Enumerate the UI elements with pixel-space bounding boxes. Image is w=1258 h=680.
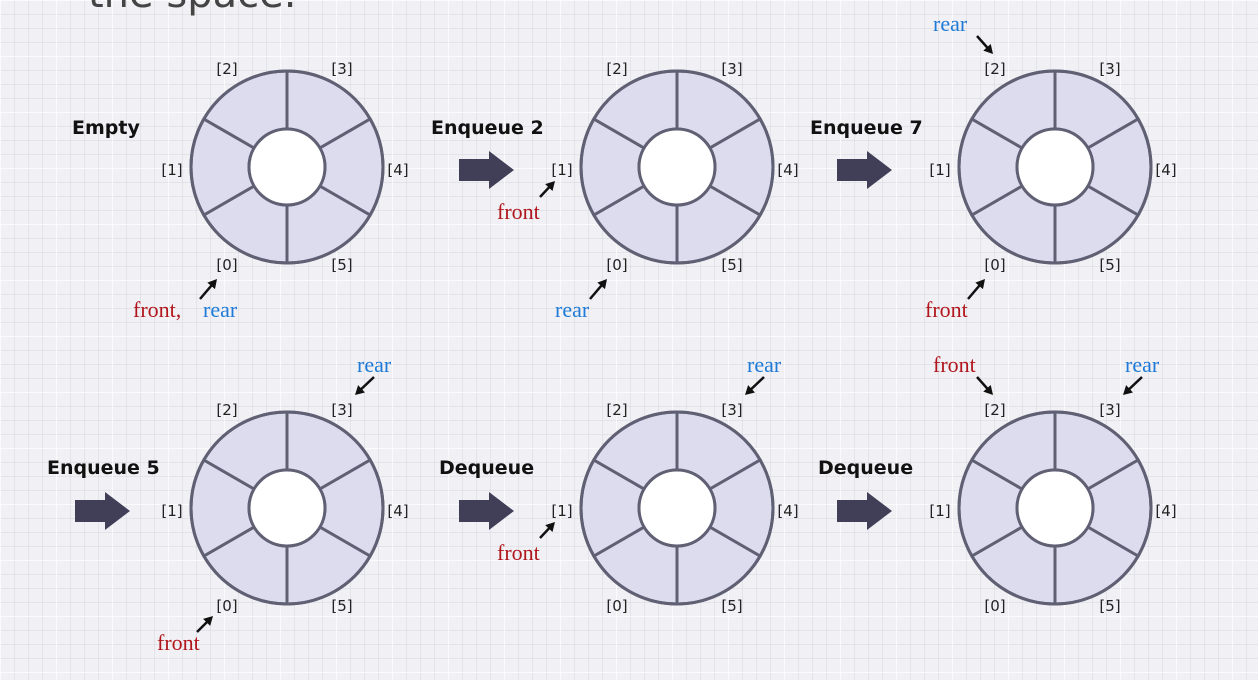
queue-ring: [957, 69, 1153, 265]
slot-index-label: [4]: [387, 502, 408, 520]
pointer-arrow-icon: [976, 35, 990, 51]
pointer-arrow-head: [203, 616, 213, 626]
pointer-arrow-icon: [967, 282, 983, 300]
front-pointer-label: front,: [133, 297, 181, 322]
slot-index-label: [1]: [161, 161, 182, 179]
ring-hub: [247, 468, 327, 548]
pointer-arrow-head: [207, 279, 217, 290]
queue-ring: [957, 410, 1153, 606]
stage-label: Enqueue 7: [810, 117, 923, 139]
ring-hub: [1015, 468, 1095, 548]
slot-index-label: [3]: [331, 60, 352, 78]
slot-index-label: [4]: [387, 161, 408, 179]
slot-index-label: [3]: [721, 401, 742, 419]
flow-arrow-icon: [459, 492, 514, 530]
ring-hub: [637, 468, 717, 548]
slot-index-label: [2]: [216, 401, 237, 419]
slot-index-label: [2]: [606, 401, 627, 419]
pointer-arrow-icon: [589, 282, 605, 300]
rear-pointer-label: rear: [1125, 352, 1160, 377]
slot-index-label: [5]: [331, 256, 352, 274]
slot-index-label: [1]: [929, 502, 950, 520]
ring-hub: [247, 127, 327, 207]
slot-index-label: [4]: [777, 502, 798, 520]
queue-ring: [579, 69, 775, 265]
pointer-arrow-head: [745, 385, 755, 395]
pointer-arrow-icon: [199, 282, 215, 300]
slot-index-label: [0]: [216, 256, 237, 274]
slot-index-label: [3]: [1099, 401, 1120, 419]
stage-label: Dequeue: [439, 457, 534, 479]
flow-arrow-icon: [837, 151, 892, 189]
pointer-arrow-icon: [1126, 376, 1143, 392]
slot-index-label: [0]: [984, 597, 1005, 615]
rear-pointer-label: rear: [203, 297, 238, 322]
ring-hub: [637, 127, 717, 207]
pointer-arrow-icon: [976, 376, 990, 392]
front-pointer-label: front: [497, 540, 540, 565]
stage-label: Empty: [72, 117, 140, 139]
rear-pointer-label: rear: [357, 352, 392, 377]
slide-title: the space.: [88, 0, 296, 18]
front-pointer-label: front: [497, 199, 540, 224]
slot-index-label: [4]: [777, 161, 798, 179]
slot-index-label: [2]: [984, 401, 1005, 419]
queue-ring: [189, 69, 385, 265]
ring-outline: [579, 69, 775, 265]
front-pointer-label: front: [925, 297, 968, 322]
pointer-arrow-head: [1123, 385, 1133, 395]
pointer-arrow-head: [983, 43, 993, 54]
slot-index-label: [3]: [721, 60, 742, 78]
slot-index-label: [2]: [606, 60, 627, 78]
ring-outline: [189, 69, 385, 265]
flow-arrow-icon: [75, 492, 130, 530]
stage-label: Dequeue: [818, 457, 913, 479]
ring-hub: [1015, 127, 1095, 207]
rear-pointer-label: rear: [555, 297, 590, 322]
pointer-arrow-icon: [358, 376, 375, 392]
slot-index-label: [0]: [606, 597, 627, 615]
slot-index-label: [4]: [1155, 161, 1176, 179]
slot-index-label: [1]: [551, 161, 572, 179]
stage-label: Enqueue 5: [47, 457, 160, 479]
slot-index-label: [0]: [984, 256, 1005, 274]
pointer-arrow-icon: [748, 376, 765, 392]
pointer-arrow-head: [545, 522, 555, 532]
stage-label: Enqueue 2: [431, 117, 544, 139]
rear-pointer-label: rear: [747, 352, 782, 377]
ring-outline: [957, 410, 1153, 606]
front-pointer-label: front: [933, 352, 976, 377]
slot-index-label: [2]: [216, 60, 237, 78]
slot-index-label: [3]: [331, 401, 352, 419]
slot-index-label: [5]: [721, 597, 742, 615]
slot-index-label: [1]: [161, 502, 182, 520]
slot-index-label: [0]: [606, 256, 627, 274]
slot-index-label: [4]: [1155, 502, 1176, 520]
flow-arrow-icon: [837, 492, 892, 530]
pointer-arrow-head: [975, 279, 985, 290]
slot-index-label: [1]: [929, 161, 950, 179]
slot-index-label: [5]: [721, 256, 742, 274]
pointer-arrow-head: [597, 279, 607, 290]
pointer-arrow-head: [355, 385, 365, 395]
queue-ring: [579, 410, 775, 606]
slot-index-label: [5]: [331, 597, 352, 615]
slot-index-label: [3]: [1099, 60, 1120, 78]
pointer-arrow-head: [983, 384, 993, 395]
slot-index-label: [2]: [984, 60, 1005, 78]
flow-arrow-icon: [459, 151, 514, 189]
ring-outline: [189, 410, 385, 606]
rear-pointer-label: rear: [933, 11, 968, 36]
pointer-arrow-head: [545, 181, 555, 191]
queue-ring: [189, 410, 385, 606]
slot-index-label: [5]: [1099, 256, 1120, 274]
slot-index-label: [5]: [1099, 597, 1120, 615]
ring-outline: [957, 69, 1153, 265]
ring-outline: [579, 410, 775, 606]
slot-index-label: [0]: [216, 597, 237, 615]
front-pointer-label: front: [157, 630, 200, 655]
slot-index-label: [1]: [551, 502, 572, 520]
